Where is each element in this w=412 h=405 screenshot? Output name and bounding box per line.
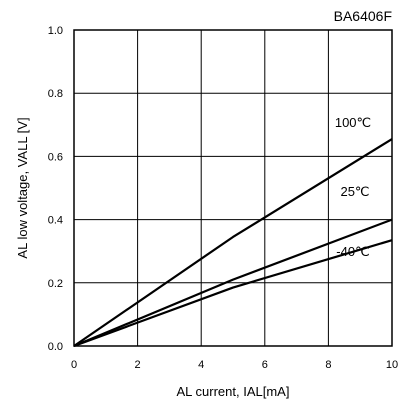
series-label-2: -40℃ <box>336 244 369 259</box>
y-tick-label: 0.4 <box>48 215 63 227</box>
series-line-1 <box>73 218 393 348</box>
y-tick-label: 1.0 <box>48 25 63 37</box>
x-axis-ticks: 0 2 4 6 8 10 <box>71 359 398 371</box>
x-tick-label: 2 <box>135 359 141 371</box>
x-tick-label: 4 <box>198 359 204 371</box>
y-axis-ticks: 0.0 0.2 0.4 0.6 0.8 1.0 <box>48 25 63 353</box>
x-tick-label: 6 <box>262 359 268 371</box>
x-axis-title: AL current, IAL[mA] <box>177 384 290 399</box>
x-tick-label: 10 <box>386 359 398 371</box>
series-group <box>73 138 393 348</box>
grid <box>74 30 392 346</box>
chart-title: BA6406F <box>334 8 392 24</box>
series-label-1: 25℃ <box>340 184 369 199</box>
y-tick-label: 0.0 <box>48 341 63 353</box>
series-labels: 100℃ 25℃ -40℃ <box>335 115 371 259</box>
x-tick-label: 0 <box>71 359 77 371</box>
x-tick-label: 8 <box>325 359 331 371</box>
plot-frame <box>73 29 393 347</box>
y-axis-title: AL low voltage, VALL [V] <box>15 117 30 258</box>
y-tick-label: 0.6 <box>48 151 63 163</box>
y-tick-label: 0.2 <box>48 278 63 290</box>
y-tick-label: 0.8 <box>48 88 63 100</box>
series-line-2 <box>73 239 393 348</box>
series-line-0 <box>73 138 393 347</box>
series-label-0: 100℃ <box>335 115 371 130</box>
